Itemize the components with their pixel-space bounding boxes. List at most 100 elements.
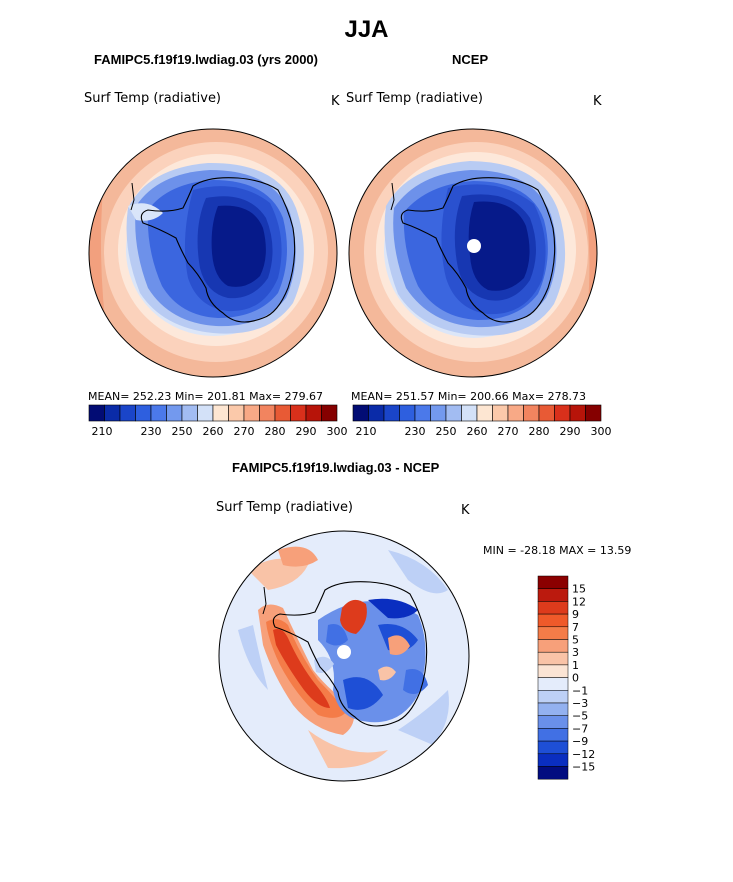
colorbar-box xyxy=(445,404,462,422)
colorbar-box xyxy=(368,404,385,422)
colorbar-box xyxy=(104,404,121,422)
colorbar-tick-label: 5 xyxy=(572,634,579,647)
colorbar-box xyxy=(507,404,524,422)
colorbar-tick-label: −5 xyxy=(572,710,588,723)
colorbar-tick-label: −9 xyxy=(572,735,588,748)
colorbar-box xyxy=(537,613,569,628)
colorbar-box xyxy=(383,404,400,422)
antarctica-coastline xyxy=(272,581,428,727)
colorbar-tick-label: 260 xyxy=(467,425,488,438)
pole-missing-data xyxy=(337,645,351,659)
colorbar-tick-label: 280 xyxy=(529,425,550,438)
colorbar-box xyxy=(228,404,245,422)
obs-panel-title: NCEP xyxy=(452,52,489,67)
diff-minmax: MIN = -28.18 MAX = 13.59 xyxy=(483,544,632,557)
colorbar-box xyxy=(135,404,152,422)
colorbar-box xyxy=(476,404,493,422)
colorbar-box xyxy=(554,404,571,422)
model-stats: MEAN= 252.23 Min= 201.81 Max= 279.67 xyxy=(88,390,324,403)
colorbar-box xyxy=(537,651,569,666)
season-title: JJA xyxy=(344,16,389,43)
colorbar-tick-label: −15 xyxy=(572,761,595,774)
colorbar-box xyxy=(212,404,229,422)
colorbar-box xyxy=(537,690,569,704)
colorbar-box xyxy=(150,404,167,422)
colorbar-box xyxy=(537,715,569,729)
colorbar-box xyxy=(243,404,260,422)
colorbar-tick-label: 0 xyxy=(572,672,579,685)
obs-colorbar: 210 230 250 260 270 280 290 300 xyxy=(352,404,612,438)
colorbar-box xyxy=(430,404,447,422)
colorbar-tick-label: 230 xyxy=(405,425,426,438)
colorbar-box xyxy=(537,702,569,716)
colorbar-tick-label: 230 xyxy=(141,425,162,438)
colorbar-tick-label: −7 xyxy=(572,722,588,735)
obs-stats: MEAN= 251.57 Min= 200.66 Max= 278.73 xyxy=(351,390,587,403)
model-polar-map xyxy=(88,128,338,378)
colorbar-box xyxy=(537,728,569,742)
antarctica-coastline xyxy=(400,177,556,323)
colorbar-box xyxy=(537,677,569,691)
colorbar-box xyxy=(537,601,569,615)
colorbar-box xyxy=(537,664,569,678)
diff-variable-label: Surf Temp (radiative) xyxy=(216,500,354,515)
model-colorbar: 210 230 250 260 270 280 290 300 xyxy=(88,404,348,438)
colorbar-box xyxy=(537,626,569,640)
colorbar-tick-label: 3 xyxy=(572,646,579,659)
colorbar-box xyxy=(414,404,431,422)
obs-variable-label: Surf Temp (radiative) xyxy=(346,91,484,106)
colorbar-tick-label: 300 xyxy=(591,425,612,438)
colorbar-box xyxy=(523,404,540,422)
colorbar-box xyxy=(259,404,276,422)
diff-units-label: K xyxy=(461,503,470,518)
colorbar-tick-label: 290 xyxy=(560,425,581,438)
antarctica-coastline xyxy=(140,177,296,323)
colorbar-tick-label: −3 xyxy=(572,697,588,710)
colorbar-box xyxy=(537,588,569,602)
colorbar-box xyxy=(399,404,416,422)
colorbar-tick-label: 270 xyxy=(234,425,255,438)
colorbar-tick-label: 210 xyxy=(356,425,377,438)
colorbar-tick-label: 290 xyxy=(296,425,317,438)
colorbar-box xyxy=(537,766,569,780)
colorbar-tick-label: −1 xyxy=(572,684,588,697)
colorbar-box xyxy=(352,404,369,422)
colorbar-box xyxy=(166,404,183,422)
colorbar-tick-label: −12 xyxy=(572,748,595,761)
diff-polar-map xyxy=(218,530,470,782)
obs-polar-map xyxy=(348,128,598,378)
colorbar-tick-label: 210 xyxy=(92,425,113,438)
colorbar-tick-label: 12 xyxy=(572,595,586,608)
colorbar-box xyxy=(492,404,509,422)
colorbar-box xyxy=(537,753,569,767)
colorbar-box xyxy=(537,639,569,653)
model-variable-label: Surf Temp (radiative) xyxy=(84,91,222,106)
colorbar-box xyxy=(537,575,569,589)
model-units-label: K xyxy=(331,94,340,109)
colorbar-tick-label: 270 xyxy=(498,425,519,438)
model-panel-title: FAMIPC5.f19f19.lwdiag.03 (yrs 2000) xyxy=(94,52,318,67)
colorbar-box xyxy=(461,404,478,422)
colorbar-tick-label: 300 xyxy=(327,425,348,438)
colorbar-tick-label: 260 xyxy=(203,425,224,438)
colorbar-box xyxy=(181,404,198,422)
colorbar-tick-label: 1 xyxy=(572,659,579,672)
colorbar-box xyxy=(119,404,136,422)
obs-units-label: K xyxy=(593,94,602,109)
colorbar-box xyxy=(88,404,105,422)
colorbar-box xyxy=(274,404,291,422)
colorbar-box xyxy=(305,404,322,422)
colorbar-tick-label: 7 xyxy=(572,621,579,634)
colorbar-box xyxy=(321,404,338,422)
colorbar-tick-label: 250 xyxy=(172,425,193,438)
diff-panel-title: FAMIPC5.f19f19.lwdiag.03 - NCEP xyxy=(232,460,440,475)
colorbar-tick-label: 250 xyxy=(436,425,457,438)
colorbar-box xyxy=(569,404,586,422)
pole-missing-data xyxy=(467,239,481,253)
colorbar-tick-label: 280 xyxy=(265,425,286,438)
colorbar-tick-label: 15 xyxy=(572,583,586,596)
colorbar-box xyxy=(290,404,307,422)
colorbar-box xyxy=(537,740,569,755)
colorbar-box xyxy=(585,404,602,422)
